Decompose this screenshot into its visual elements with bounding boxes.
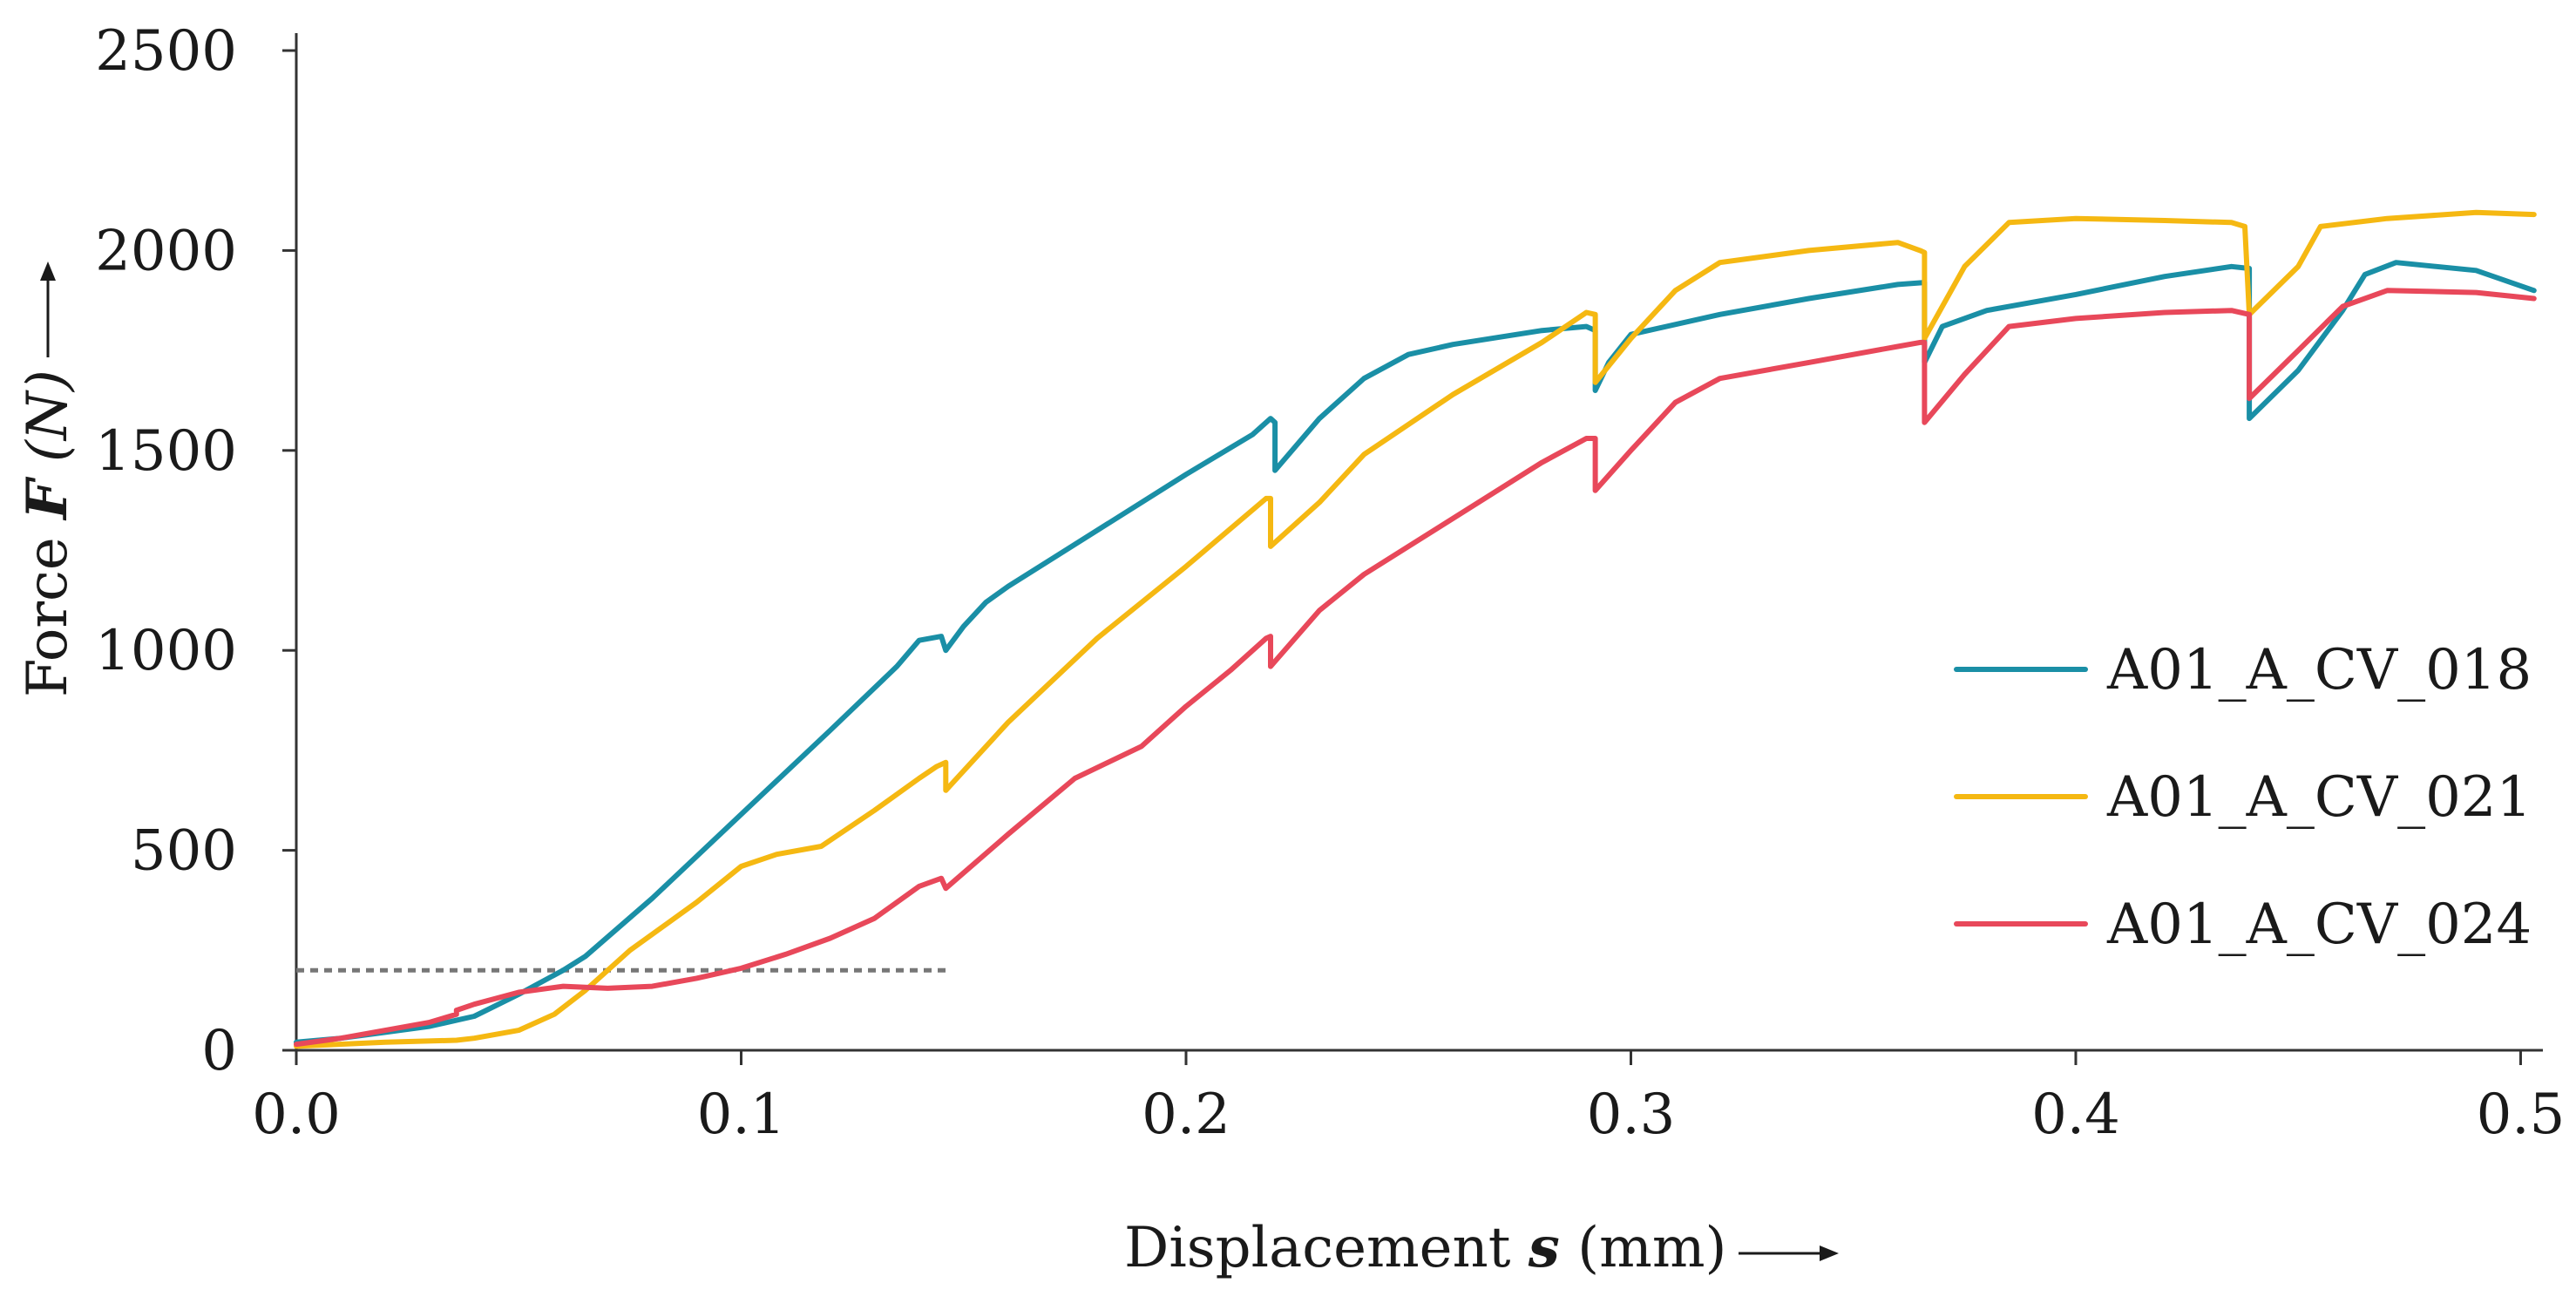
y-tick-label: 500 <box>131 819 237 884</box>
x-axis-label-suffix: (mm) <box>1560 1216 1727 1280</box>
y-axis-label-symbol: F <box>15 476 80 521</box>
series-layer <box>294 209 2537 1049</box>
x-tick-label: 0.0 <box>252 1083 341 1147</box>
legend-label: A01_A_CV_024 <box>2106 893 2532 957</box>
y-tick-label: 0 <box>201 1019 237 1083</box>
x-tick-label: 0.2 <box>1142 1083 1230 1147</box>
x-tick-label: 0.1 <box>697 1083 786 1147</box>
x-tick-label: 0.3 <box>1587 1083 1676 1147</box>
y-axis-label-space <box>16 462 80 479</box>
x-axis-label-prefix: Displacement <box>1124 1216 1529 1280</box>
y-axis-arrow <box>40 261 56 357</box>
series-line-a01-a-cv-024 <box>294 288 2537 1048</box>
y-axis-label-prefix: Force <box>16 519 80 697</box>
axes <box>295 33 2543 1052</box>
x-ticks: 0.0 0.1 0.2 0.3 0.4 0.5 <box>252 1050 2565 1147</box>
y-tick-label: 2000 <box>95 219 237 283</box>
x-axis-arrow <box>1739 1246 1839 1261</box>
legend: A01_A_CV_018 A01_A_CV_021 A01_A_CV_024 <box>1954 638 2532 957</box>
y-axis-label-unit: (N) <box>16 370 80 462</box>
x-axis-label-symbol: s <box>1528 1215 1560 1280</box>
y-tick-label: 1000 <box>95 619 237 683</box>
y-tick-label: 1500 <box>95 419 237 484</box>
y-axis-label: Force F (N) <box>15 370 80 697</box>
series-line-a01-a-cv-021 <box>294 209 2537 1049</box>
y-tick-label: 2500 <box>95 19 237 84</box>
y-ticks: 0 500 1000 1500 2000 2500 <box>95 19 296 1083</box>
legend-label: A01_A_CV_021 <box>2106 765 2532 830</box>
series-line-a01-a-cv-018 <box>294 260 2537 1045</box>
legend-label: A01_A_CV_018 <box>2106 638 2532 703</box>
x-tick-label: 0.5 <box>2477 1083 2566 1147</box>
x-tick-label: 0.4 <box>2031 1083 2120 1147</box>
x-axis-label: Displacement s (mm) <box>1124 1215 1726 1280</box>
